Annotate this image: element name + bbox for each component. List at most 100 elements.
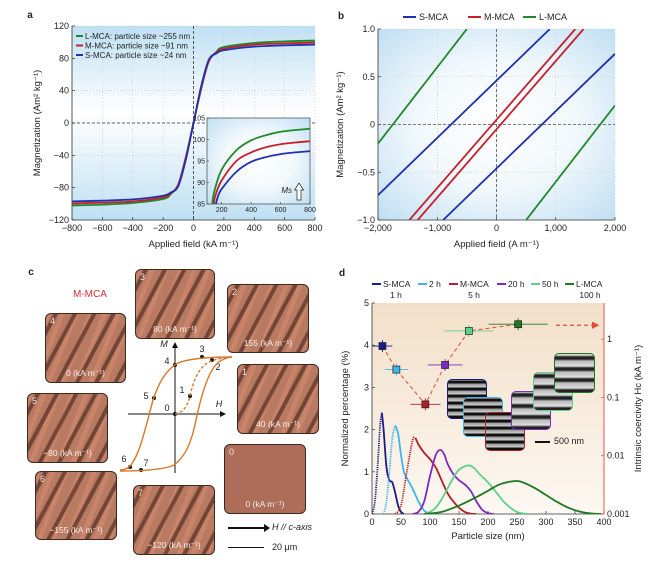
scale-bar-line — [228, 547, 264, 548]
x-tick-label: −800 — [62, 223, 82, 233]
domain-image-7: 7 −120 (kA m⁻¹) — [133, 485, 215, 555]
m-axis-label: M — [160, 339, 168, 349]
x-tick-label: 800 — [307, 223, 322, 233]
domain-image-3: 3 80 (kA m⁻¹) — [135, 269, 215, 339]
loop-point — [188, 394, 192, 398]
x-tick-label: 0 — [191, 223, 196, 233]
image-number: 7 — [138, 488, 144, 498]
domain-image-5: 5 −80 (kA m⁻¹) — [27, 393, 108, 463]
legend-sublabel: 5 h — [468, 290, 480, 300]
coercivity-marker — [514, 320, 523, 329]
inset-series-line — [212, 140, 310, 204]
legend-label: L-MCA — [576, 279, 603, 289]
loop-point-label: 2 — [215, 362, 220, 372]
x-tick-label: 200 — [480, 517, 495, 527]
distribution-curve — [380, 412, 405, 514]
image-field: −155 (kA m⁻¹) — [49, 525, 103, 535]
domain-image-2: 2 155 (kA m⁻¹) — [227, 284, 309, 353]
inset-y-tick-label: 90 — [197, 180, 205, 187]
series-branch-line — [378, 29, 551, 196]
panel-label-b: b — [338, 11, 344, 22]
y-tick-label: 5 — [364, 298, 369, 308]
legend-label: 20 h — [508, 279, 525, 289]
distribution-curve — [423, 464, 529, 514]
legend-label: S-MCA — [383, 279, 411, 289]
domain-image-1: 1 40 (kA m⁻¹) — [237, 364, 319, 434]
domain-image-4: 4 0 (kA m⁻¹) — [45, 313, 126, 383]
legend-label: M-MCA: particle size ~91 nm — [85, 42, 188, 51]
image-field: 80 (kA m⁻¹) — [153, 324, 197, 334]
image-number: 3 — [140, 272, 146, 282]
x-tick-label: 600 — [277, 223, 292, 233]
loop-point-label: 1 — [179, 385, 184, 395]
x-tick-label: 1,000 — [544, 223, 567, 233]
coercivity-trend-line — [382, 323, 519, 406]
image-field: −120 (kA m⁻¹) — [147, 540, 201, 550]
x-tick-label: 400 — [247, 223, 262, 233]
image-number: 0 — [229, 447, 235, 457]
x-tick-label: −200 — [153, 223, 173, 233]
y-tick-label: −0.5 — [357, 167, 375, 177]
y-axis-label: Magnetization (Am² kg⁻¹) — [32, 70, 43, 176]
y2-tick-label: 1 — [607, 334, 612, 344]
x-tick-label: 250 — [509, 517, 524, 527]
coercivity-marker — [378, 342, 387, 350]
x-tick-label: 2,000 — [604, 223, 627, 233]
x-tick-label: 150 — [451, 517, 466, 527]
loop-point-label: 7 — [143, 458, 148, 468]
h-axis-label: H — [216, 399, 223, 409]
x-tick-label: 100 — [422, 517, 437, 527]
series-branch-line — [378, 29, 468, 145]
direction-arrow-head — [264, 524, 270, 532]
scale-bar-label: 20 μm — [272, 542, 298, 552]
direction-label: H // c-axis — [272, 522, 313, 532]
loop-point-label: 5 — [143, 391, 148, 401]
image-field: 0 (kA m⁻¹) — [245, 499, 285, 509]
x-tick-label: 200 — [216, 223, 231, 233]
panel-label-a: a — [27, 10, 33, 21]
inset-series-group — [211, 127, 310, 204]
y-tick-label: −1.0 — [357, 215, 375, 225]
image-field: 155 (kA m⁻¹) — [243, 338, 293, 348]
series-branch-line — [408, 29, 576, 220]
y2-tick-label: 0.01 — [607, 451, 625, 461]
image-number: 4 — [50, 316, 56, 326]
panel-label-d: d — [339, 268, 345, 279]
image-number: 5 — [32, 396, 38, 406]
tem-scale-bar — [535, 441, 550, 443]
panel-c-title: M-MCA — [73, 289, 107, 300]
legend-label: 50 h — [542, 279, 559, 289]
image-number: 2 — [232, 287, 238, 297]
x-tick-label: 0 — [494, 223, 499, 233]
inset-y-tick-label: 100 — [193, 137, 205, 144]
distribution-curve-rising — [372, 412, 383, 514]
hysteresis-lower-branch — [119, 356, 233, 472]
x-axis-label: Applied field (A m⁻¹) — [454, 239, 539, 250]
y-tick-label: −40 — [54, 150, 69, 160]
distribution-curve — [424, 480, 602, 514]
image-field: 40 (kA m⁻¹) — [256, 419, 300, 429]
inset-series-line — [211, 127, 310, 204]
legend-label: M-MCA — [484, 12, 515, 22]
domain-image-6: 6 −155 (kA m⁻¹) — [35, 471, 117, 540]
distribution-curve-rising — [394, 436, 417, 514]
coercivity-marker — [392, 365, 401, 374]
series-branch-line — [525, 104, 615, 220]
loop-point-label: 0 — [164, 403, 169, 413]
x-tick-label: 50 — [396, 517, 406, 527]
legend-label: S-MCA: particle size ~24 nm — [85, 51, 187, 60]
inset-y-tick-label: 85 — [197, 202, 205, 209]
y-tick-label: 1.0 — [362, 24, 375, 34]
x-tick-label: −400 — [123, 223, 143, 233]
panel-label-c: c — [28, 267, 34, 278]
y-tick-label: 2 — [364, 425, 369, 435]
y-tick-label: −120 — [49, 215, 69, 225]
domain-image-0: 0 0 (kA m⁻¹) — [224, 444, 306, 514]
x-tick-label: −600 — [92, 223, 112, 233]
series-branch-line — [417, 29, 585, 220]
distribution-curve — [394, 425, 431, 514]
y-axis-label: Normalized percentage (%) — [340, 351, 351, 467]
x-tick-label: 400 — [596, 517, 611, 527]
inset-plot-area — [206, 117, 311, 205]
distribution-curve — [412, 448, 494, 514]
